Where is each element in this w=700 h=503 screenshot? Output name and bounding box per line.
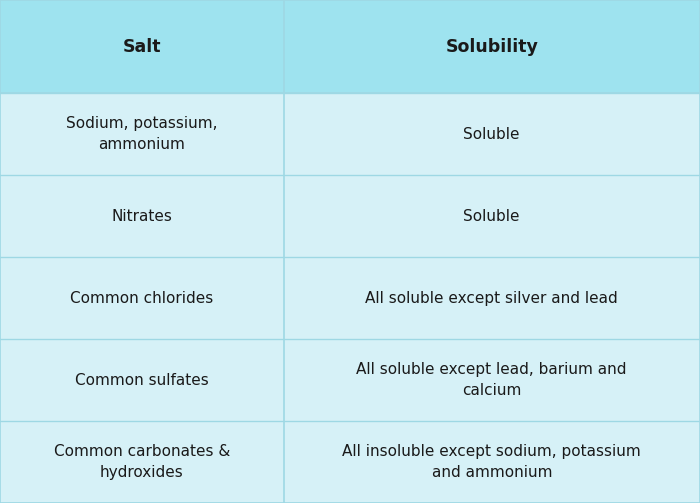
Text: All soluble except silver and lead: All soluble except silver and lead <box>365 291 618 305</box>
Text: Common chlorides: Common chlorides <box>70 291 214 305</box>
Text: Common sulfates: Common sulfates <box>75 373 209 387</box>
Text: Salt: Salt <box>122 38 161 55</box>
Text: Sodium, potassium,
ammonium: Sodium, potassium, ammonium <box>66 116 218 152</box>
Text: All insoluble except sodium, potassium
and ammonium: All insoluble except sodium, potassium a… <box>342 444 641 480</box>
Bar <box>0 0 700 93</box>
Text: Soluble: Soluble <box>463 127 520 141</box>
Text: Nitrates: Nitrates <box>111 209 172 223</box>
Text: Soluble: Soluble <box>463 209 520 223</box>
Text: Common carbonates &
hydroxides: Common carbonates & hydroxides <box>54 444 230 480</box>
Bar <box>0 93 700 503</box>
Text: All soluble except lead, barium and
calcium: All soluble except lead, barium and calc… <box>356 362 627 398</box>
Text: Solubility: Solubility <box>445 38 538 55</box>
